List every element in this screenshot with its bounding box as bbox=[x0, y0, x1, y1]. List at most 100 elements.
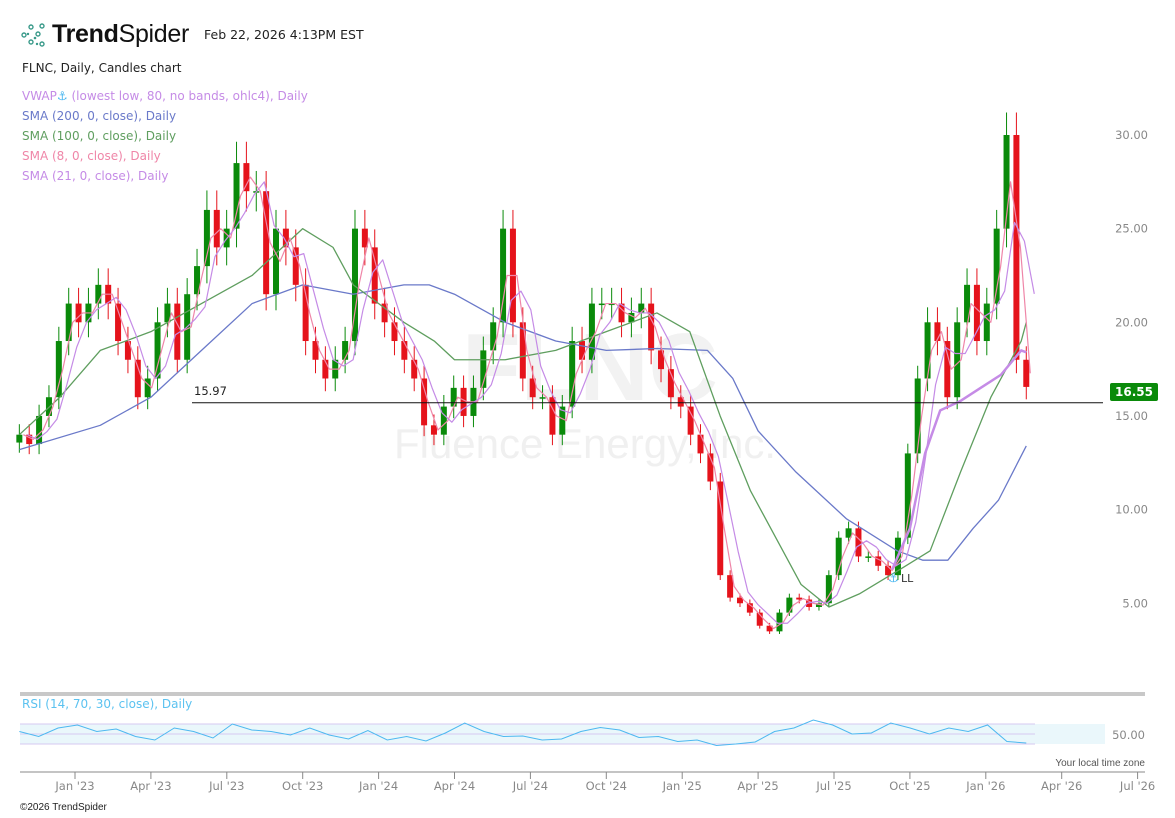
price-tick-label: 5.00 bbox=[1122, 596, 1148, 610]
legend-sma21[interactable]: SMA (21, 0, close), Daily bbox=[22, 169, 169, 183]
timezone-note: Your local time zone bbox=[1055, 758, 1145, 769]
candle-up bbox=[865, 556, 872, 558]
candle-down bbox=[75, 303, 82, 323]
candle-down bbox=[460, 387, 467, 416]
legend-vwap[interactable]: VWAP⚓ (lowest low, 80, no bands, ohlc4),… bbox=[22, 86, 308, 106]
copyright: ©2026 TrendSpider bbox=[20, 802, 107, 813]
time-tick-label: Jan '23 bbox=[54, 779, 94, 793]
candle-up bbox=[904, 453, 911, 538]
candle-up bbox=[815, 603, 822, 607]
time-tick-label: Jul '24 bbox=[512, 779, 548, 793]
candle-down bbox=[361, 228, 368, 248]
candle-up bbox=[786, 597, 793, 613]
logo-bold: Trend bbox=[52, 20, 119, 48]
candle-down bbox=[302, 284, 309, 342]
anchor-icon: ⚓ bbox=[56, 89, 68, 103]
candle-up bbox=[569, 341, 576, 407]
time-tick-label: Jul '23 bbox=[208, 779, 244, 793]
candle-down bbox=[549, 397, 556, 435]
rsi-title: RSI (14, 70, 30, close), Daily bbox=[22, 697, 193, 711]
candle-down bbox=[687, 406, 694, 435]
time-tick-label: Oct '24 bbox=[586, 779, 627, 793]
candle-up bbox=[500, 228, 507, 323]
candle-up bbox=[490, 322, 497, 351]
candle-up bbox=[638, 303, 645, 313]
sma100-line bbox=[18, 227, 1027, 608]
pane-divider[interactable] bbox=[20, 692, 1145, 696]
candle-down bbox=[746, 603, 753, 613]
candle-down bbox=[213, 209, 220, 248]
candle-down bbox=[736, 597, 743, 604]
candle-down bbox=[322, 359, 329, 379]
legend-vwap-label: VWAP bbox=[22, 89, 57, 103]
candle-down bbox=[1023, 359, 1030, 387]
candle-up bbox=[598, 303, 605, 306]
candle-up bbox=[983, 303, 990, 342]
candle-up bbox=[845, 528, 852, 538]
time-tick-label: Jul '25 bbox=[815, 779, 851, 793]
candle-down bbox=[717, 481, 724, 576]
candle-up bbox=[539, 397, 546, 399]
candle-down bbox=[421, 378, 428, 426]
candle-down bbox=[411, 359, 418, 379]
candle-down bbox=[648, 303, 655, 351]
candle-up bbox=[36, 415, 43, 445]
time-tick-label: Jan '26 bbox=[965, 779, 1005, 793]
candle-up bbox=[559, 406, 566, 435]
candle-up bbox=[144, 378, 151, 398]
anchor-icon: ⚓ bbox=[888, 571, 899, 585]
time-tick-label: Oct '23 bbox=[282, 779, 323, 793]
candle-down bbox=[944, 341, 951, 398]
candle-down bbox=[292, 247, 299, 285]
trendspider-logo: TrendSpider bbox=[20, 20, 189, 49]
candle-down bbox=[26, 434, 33, 445]
candle-down bbox=[677, 397, 684, 407]
chart-subtitle: FLNC, Daily, Candles chart bbox=[22, 61, 182, 75]
candle-up bbox=[95, 284, 102, 304]
candle-up bbox=[203, 209, 210, 267]
price-tick-label: 15.00 bbox=[1115, 409, 1148, 423]
price-tick-label: 30.00 bbox=[1115, 128, 1148, 142]
candle-down bbox=[934, 322, 941, 342]
legend-sma100[interactable]: SMA (100, 0, close), Daily bbox=[22, 129, 177, 143]
legend-sma8[interactable]: SMA (8, 0, close), Daily bbox=[22, 149, 161, 163]
candle-down bbox=[134, 359, 141, 398]
candle-down bbox=[124, 341, 131, 360]
candle-down bbox=[381, 303, 388, 323]
candle-up bbox=[993, 228, 1000, 304]
candles bbox=[16, 112, 1030, 634]
anchor-marker: ⚓ LL bbox=[888, 571, 914, 585]
time-tick-label: Apr '24 bbox=[434, 779, 475, 793]
rsi-level-label: 50.00 bbox=[1112, 728, 1145, 742]
rsi-pane: 50.00 bbox=[19, 719, 1145, 747]
candle-down bbox=[707, 453, 714, 482]
candle-up bbox=[924, 322, 931, 379]
candle-down bbox=[391, 322, 398, 342]
candle-down bbox=[115, 303, 122, 342]
indicator-lines bbox=[18, 176, 1035, 630]
candle-down bbox=[1013, 135, 1020, 360]
time-axis: Jan '23 Apr '23 Jul '23 Oct '23 Jan '24 Apr '… bbox=[20, 771, 1155, 793]
current-price-tag: 16.55 bbox=[1110, 383, 1158, 401]
candle-up bbox=[825, 575, 832, 604]
time-tick-label: Jan '24 bbox=[358, 779, 398, 793]
price-tick-label: 10.00 bbox=[1115, 503, 1148, 517]
level-line[interactable]: 15.97 bbox=[192, 384, 1103, 404]
candle-down bbox=[282, 228, 289, 248]
legend-sma200[interactable]: SMA (200, 0, close), Daily bbox=[22, 109, 177, 123]
candle-down bbox=[401, 341, 408, 360]
price-axis: 5.00 10.00 15.00 20.00 25.00 30.00 bbox=[1115, 128, 1148, 610]
candle-down bbox=[263, 191, 270, 295]
candle-down bbox=[697, 434, 704, 454]
level-line-label: 15.97 bbox=[194, 384, 227, 398]
candle-up bbox=[608, 303, 615, 306]
time-tick-label: Apr '26 bbox=[1041, 779, 1082, 793]
candle-up bbox=[835, 537, 842, 576]
candle-up bbox=[954, 322, 961, 398]
candle-down bbox=[529, 378, 536, 398]
candle-down bbox=[875, 556, 882, 566]
candle-up bbox=[480, 350, 487, 388]
candle-down bbox=[727, 575, 734, 598]
candle-down bbox=[618, 303, 625, 323]
